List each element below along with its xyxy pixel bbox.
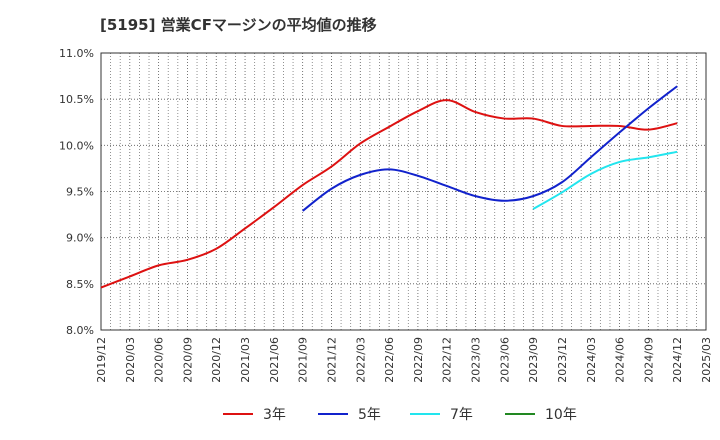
- chart-title: [5195] 営業CFマージンの平均値の推移: [100, 16, 377, 34]
- x-tick-label: 2021/03: [239, 337, 252, 383]
- y-tick-label: 9.5%: [66, 186, 94, 199]
- plot-border: [100, 52, 707, 331]
- y-tick-label: 10.0%: [59, 139, 94, 152]
- x-tick-label: 2021/06: [268, 337, 281, 383]
- x-tick-label: 2020/06: [153, 337, 166, 383]
- legend-label-1: 3年: [263, 407, 286, 423]
- x-tick-label: 2020/03: [124, 337, 137, 383]
- x-tick-label: 2019/12: [95, 337, 108, 383]
- y-tick-label: 9.0%: [66, 232, 94, 245]
- series-line-3: [532, 150, 678, 210]
- x-tick-label: 2022/06: [383, 337, 396, 383]
- y-tick-label: 8.0%: [66, 324, 94, 337]
- x-tick-label: 2020/09: [181, 337, 194, 383]
- x-tick-label: 2023/12: [556, 337, 569, 383]
- x-tick-label: 2024/06: [614, 337, 627, 383]
- legend-label-3: 7年: [450, 407, 473, 423]
- x-tick-label: 2024/09: [642, 337, 655, 383]
- x-tick-label: 2021/12: [325, 337, 338, 383]
- x-tick-label: 2024/03: [585, 337, 598, 383]
- series-line-1: [100, 99, 678, 289]
- y-tick-label: 10.5%: [59, 93, 94, 106]
- plot-area: 8.0% 8.5% 9.0% 9.5% 10.0% 10.5% 11.0% 2019/12 20…: [59, 47, 713, 383]
- x-tick-label: 2023/09: [527, 337, 540, 383]
- x-tick-label: 2022/09: [412, 337, 425, 383]
- legend-label-4: 10年: [545, 407, 577, 423]
- y-tick-label: 8.5%: [66, 278, 94, 291]
- x-tick-label: 2021/09: [297, 337, 310, 383]
- x-tick-label: 2023/03: [470, 337, 483, 383]
- x-tick-label: 2025/03: [700, 337, 713, 383]
- x-tick-label: 2023/06: [498, 337, 511, 383]
- x-tick-label: 2024/12: [671, 337, 684, 383]
- y-tick-label: 11.0%: [59, 47, 94, 60]
- legend-label-2: 5年: [358, 407, 381, 423]
- x-tick-label: 2022/03: [354, 337, 367, 383]
- x-tick-label: 2022/12: [441, 337, 454, 383]
- x-tick-label: 2020/12: [210, 337, 223, 383]
- legend: 3年 5年 7年 10年: [223, 407, 577, 423]
- series-line-2: [302, 85, 678, 212]
